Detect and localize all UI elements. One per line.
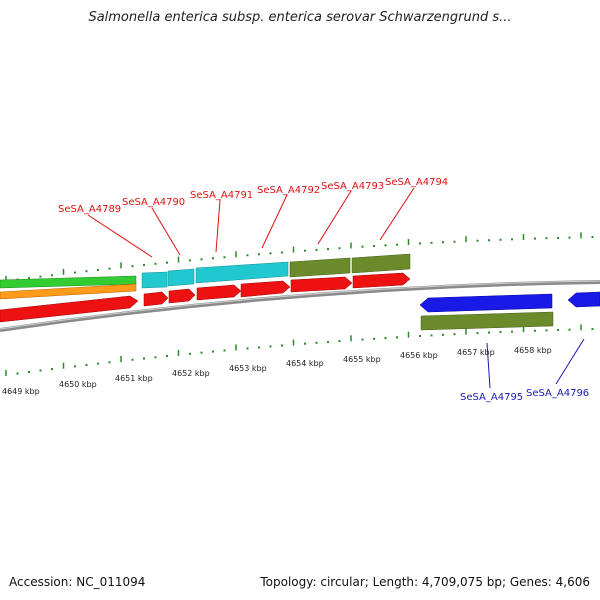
gene-label-4789[interactable]: SeSA_A4789 [58,204,121,215]
genome-backbone-highlight [0,280,600,330]
callout-lines [87,187,585,389]
gene-olive-2[interactable] [351,253,411,274]
gene-orange-bar[interactable] [0,283,137,300]
tick-track-inner [5,324,594,376]
genome-backbone [0,280,600,332]
scale-label: 4657 kbp [457,348,495,357]
gene-olive-3[interactable] [420,311,554,331]
gene-labels-bottom: SeSA_A4795 SeSA_A4796 [460,388,589,403]
scale-label: 4653 kbp [229,364,267,373]
gene-red-4[interactable] [240,280,291,298]
gene-label-4791[interactable]: SeSA_A4791 [190,190,253,201]
gene-red-long[interactable] [0,295,139,323]
gene-red-5[interactable] [290,276,353,293]
gene-label-4793[interactable]: SeSA_A4793 [321,181,384,192]
gene-cyan-2[interactable] [167,268,195,287]
scale-labels: 4649 kbp 4650 kbp 4651 kbp 4652 kbp 4653… [2,346,552,396]
scale-label: 4654 kbp [286,359,324,368]
gene-labels-top: SeSA_A4789 SeSA_A4790 SeSA_A4791 SeSA_A4… [58,177,448,215]
gene-ring-inner [419,291,600,331]
gene-label-4796[interactable]: SeSA_A4796 [526,388,589,399]
gene-blue-2[interactable] [567,291,600,308]
scale-label: 4652 kbp [172,369,210,378]
scale-label: 4658 kbp [514,346,552,355]
gene-red-6[interactable] [352,272,411,289]
scale-label: 4649 kbp [2,387,40,396]
scale-label: 4656 kbp [400,351,438,360]
accession-text: Accession: NC_011094 [9,575,146,589]
gene-olive-1[interactable] [289,257,351,278]
gene-cyan-1[interactable] [141,271,168,289]
gene-blue-1[interactable] [419,293,553,313]
scale-label: 4651 kbp [115,374,153,383]
genome-title: Salmonella enterica subsp. enterica sero… [88,10,512,25]
gene-cyan-3[interactable] [195,261,289,284]
genome-summary-text: Topology: circular; Length: 4,709,075 bp… [260,575,590,589]
gene-red-3[interactable] [196,284,242,301]
gene-red-2[interactable] [168,288,196,304]
gene-label-4790[interactable]: SeSA_A4790 [122,197,185,208]
scale-label: 4655 kbp [343,355,381,364]
tick-track-outer [5,232,594,282]
gene-label-4795[interactable]: SeSA_A4795 [460,392,523,403]
gene-label-4792[interactable]: SeSA_A4792 [257,185,320,196]
gene-label-4794[interactable]: SeSA_A4794 [385,177,448,188]
gene-ring-outer [0,253,411,323]
gene-red-1[interactable] [143,291,169,307]
scale-label: 4650 kbp [59,380,97,389]
